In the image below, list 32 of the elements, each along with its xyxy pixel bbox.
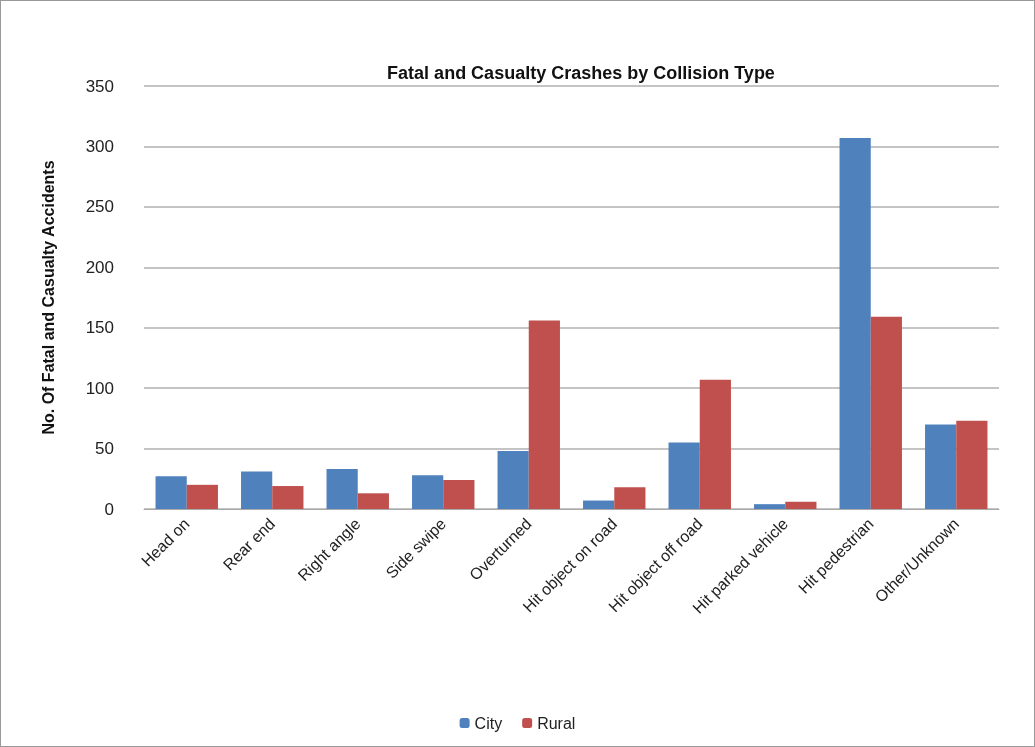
legend-label: Rural: [537, 714, 576, 732]
y-tick-label: 200: [85, 257, 114, 277]
y-tick-label: 50: [95, 439, 114, 459]
bar: [785, 501, 817, 509]
chart-title: Fatal and Casualty Crashes by Collision Type: [387, 63, 775, 83]
bar: [443, 479, 475, 509]
y-tick-label: 250: [85, 197, 114, 217]
bar: [155, 476, 187, 509]
y-tick-label: 0: [104, 499, 114, 519]
y-axis-title: No. Of Fatal and Casualty Accidents: [39, 160, 57, 435]
bar: [272, 486, 304, 509]
y-tick-label: 350: [85, 76, 114, 96]
bar: [241, 471, 273, 509]
bar: [870, 316, 902, 509]
y-tick-label: 150: [85, 318, 114, 338]
bar: [186, 484, 218, 509]
bar: [583, 500, 615, 509]
bar: [668, 442, 700, 509]
bar: [614, 487, 646, 509]
bar: [528, 320, 560, 509]
bar: [699, 379, 731, 509]
bar: [956, 420, 988, 509]
bar: [754, 504, 786, 509]
y-tick-label: 100: [85, 378, 114, 398]
y-tick-label: 300: [85, 136, 114, 156]
legend-label: City: [474, 714, 503, 732]
bar: [925, 424, 957, 509]
bar: [497, 450, 529, 509]
bar: [357, 493, 389, 509]
bar: [412, 475, 444, 509]
bar: [839, 137, 871, 509]
bar: [326, 469, 358, 509]
